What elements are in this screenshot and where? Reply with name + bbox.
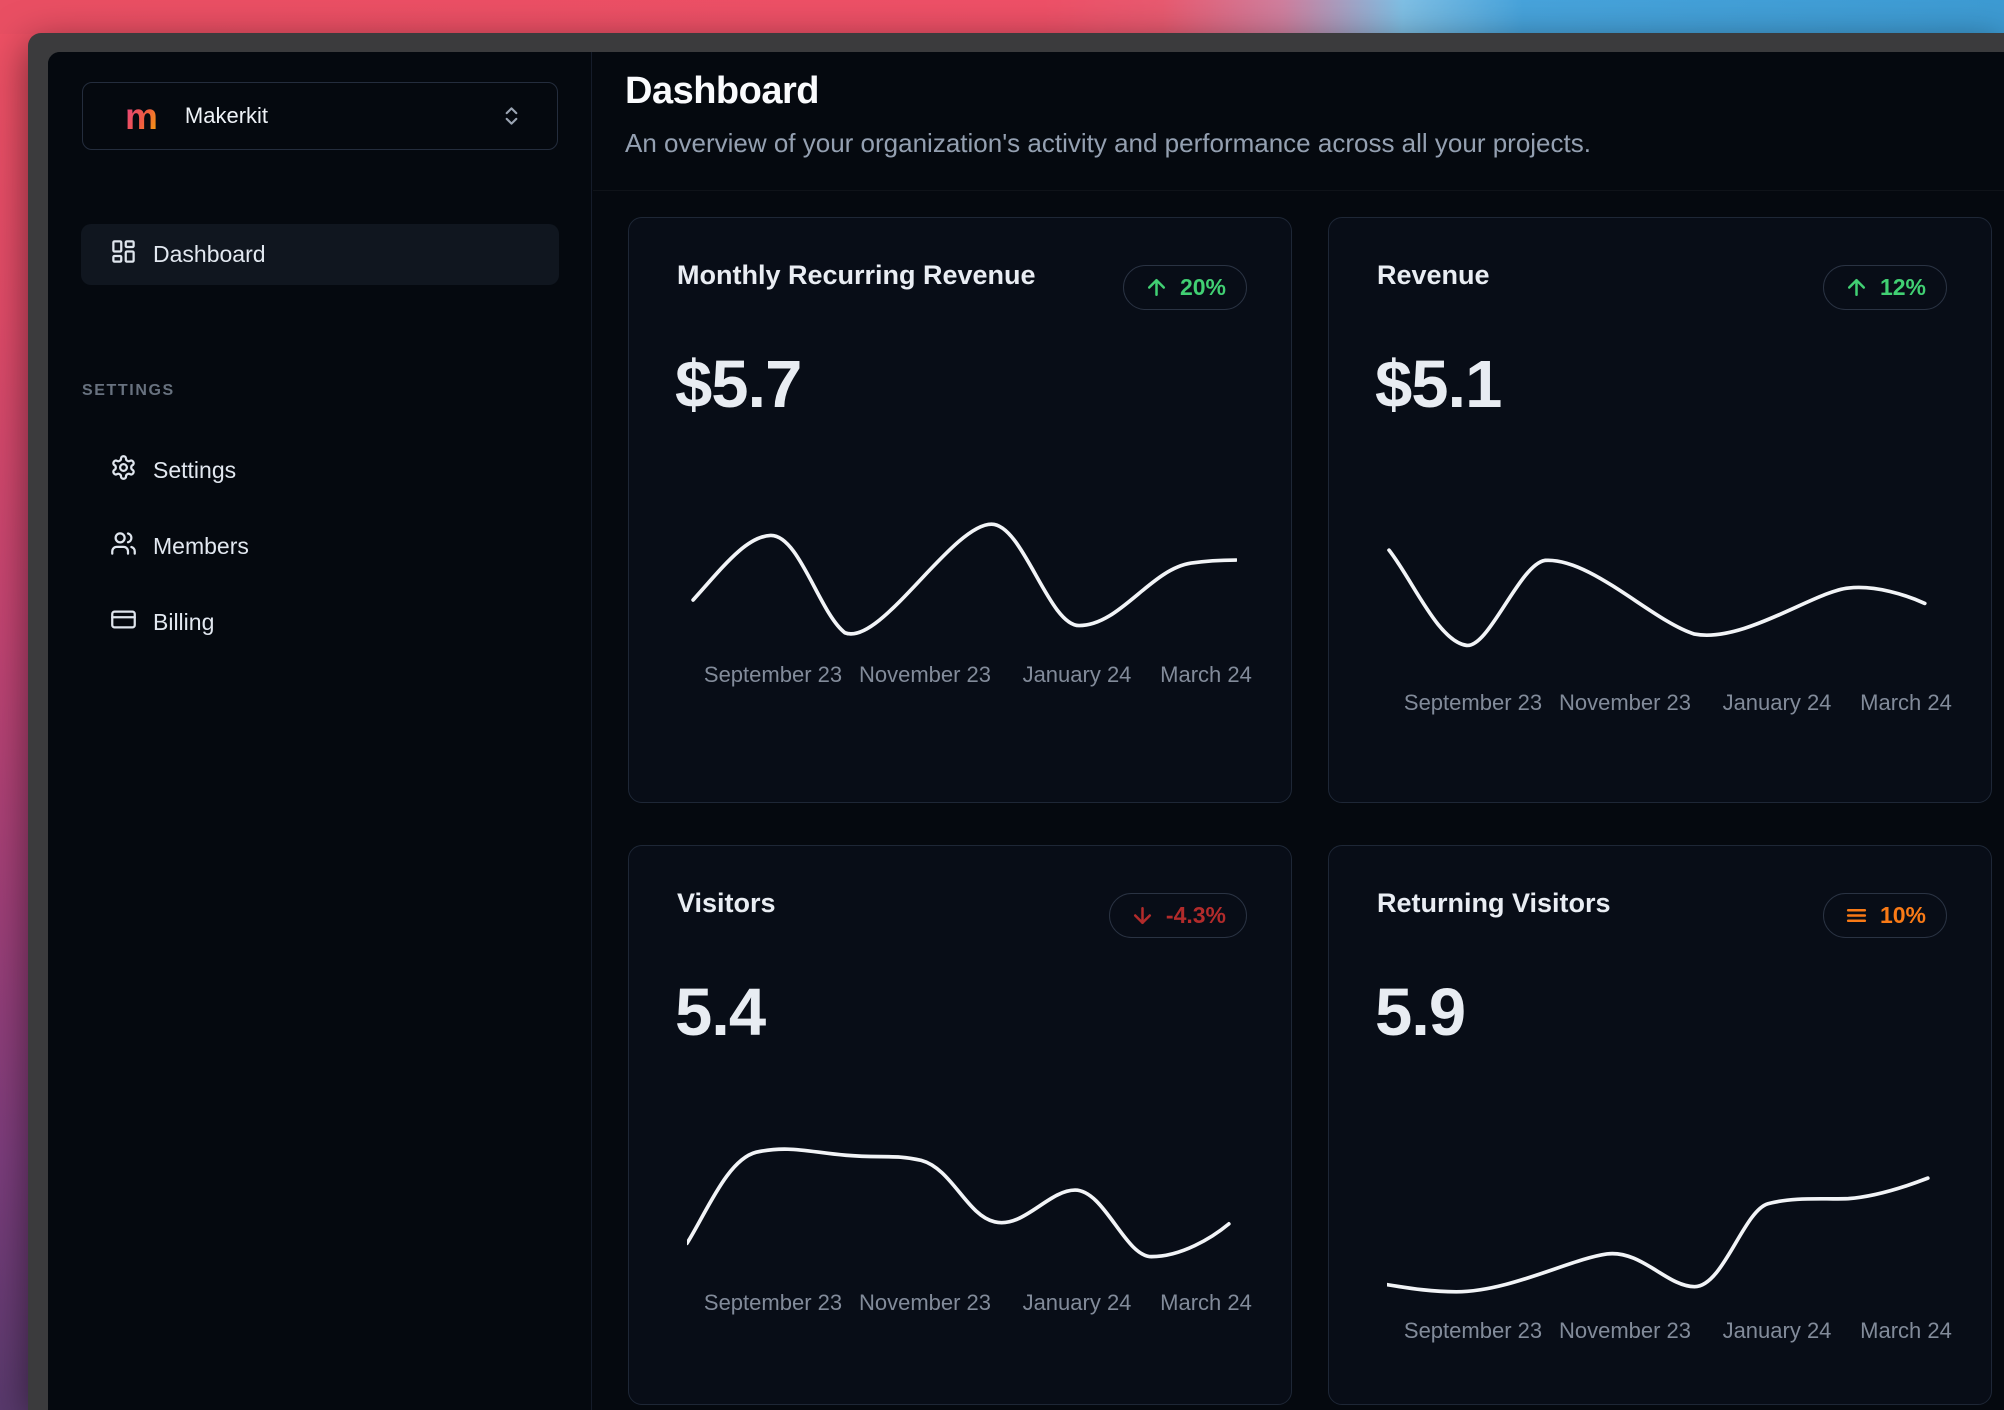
card-title: Monthly Recurring Revenue [677,260,1036,290]
users-icon [110,530,137,563]
header-divider [593,190,2004,191]
card-revenue: Revenue 12% $5.1 September 23 November 2… [1328,217,1992,803]
menu-lines-icon [1846,909,1867,922]
chart-line [1387,1176,1930,1294]
x-axis-labels: September 23 November 23 January 24 Marc… [629,662,1291,688]
x-tick: March 24 [1860,690,1952,715]
trend-badge: 12% [1822,265,1947,310]
sidebar: m Makerkit Dashboard [48,52,592,1410]
chart-line [687,1147,1231,1259]
line-chart [1387,1172,1937,1300]
x-tick: November 23 [1558,690,1692,715]
x-tick: September 23 [703,1290,843,1315]
x-axis-labels: September 23 November 23 January 24 Marc… [1329,1318,1991,1344]
x-tick: September 23 [1403,1318,1543,1343]
arrow-up-icon [1847,278,1865,297]
metric-value: 5.4 [675,975,766,1050]
x-axis-labels: September 23 November 23 January 24 Marc… [1329,690,1991,716]
x-tick: September 23 [703,662,843,687]
card-title: Visitors [677,888,776,918]
x-tick: November 23 [858,1290,992,1315]
sidebar-item-label: Billing [153,609,215,635]
x-tick: January 24 [1722,1318,1832,1343]
gear-icon [110,454,137,487]
app-content: m Makerkit Dashboard [48,52,2004,1410]
sidebar-item-members[interactable]: Members [81,516,559,577]
x-tick: March 24 [1160,1290,1252,1315]
app-window: m Makerkit Dashboard [28,33,2004,1410]
desktop-wallpaper-top [0,0,2004,34]
badge-value: 12% [1879,274,1926,300]
team-name: Makerkit [184,103,269,128]
chart-line [691,522,1237,636]
sidebar-item-billing[interactable]: Billing [81,592,559,653]
main-content: Dashboard An overview of your organizati… [593,52,2004,1410]
layout-dashboard-icon [110,238,137,271]
page-subtitle: An overview of your organization's activ… [625,128,1591,158]
badge-value: 20% [1179,274,1226,300]
sidebar-item-label: Members [153,533,249,559]
line-chart [687,1144,1237,1272]
metric-value: $5.1 [1375,347,1502,422]
card-visitors: Visitors -4.3% 5.4 September 23 November… [628,845,1292,1405]
chevrons-up-down-icon [500,103,523,129]
credit-card-icon [110,606,137,639]
x-tick: January 24 [1022,662,1132,687]
sidebar-item-label: Dashboard [153,241,266,267]
arrow-up-icon [1147,278,1165,297]
sidebar-item-dashboard[interactable]: Dashboard [81,224,559,285]
arrow-down-icon [1133,906,1151,925]
metric-value: $5.7 [675,347,802,422]
trend-badge: 20% [1122,265,1247,310]
trend-badge: 10% [1822,893,1947,938]
card-returning-visitors: Returning Visitors 10% 5.9 September 23 … [1328,845,1992,1405]
page-title: Dashboard [625,70,819,112]
card-title: Revenue [1377,260,1490,290]
x-tick: March 24 [1860,1318,1952,1343]
x-tick: November 23 [1558,1318,1692,1343]
x-tick: January 24 [1022,1290,1132,1315]
x-tick: March 24 [1160,662,1252,687]
metric-value: 5.9 [1375,975,1466,1050]
card-title: Returning Visitors [1377,888,1611,918]
x-tick: September 23 [1403,690,1543,715]
sidebar-item-settings[interactable]: Settings [81,440,559,501]
x-tick: November 23 [858,662,992,687]
badge-value: -4.3% [1165,902,1226,928]
chart-line [1387,548,1927,648]
trend-badge: -4.3% [1108,893,1247,938]
makerkit-logo: m [125,95,158,137]
x-tick: January 24 [1722,690,1832,715]
team-selector[interactable]: m Makerkit [82,82,558,150]
x-axis-labels: September 23 November 23 January 24 Marc… [629,1290,1291,1316]
line-chart [1387,544,1937,672]
line-chart [687,516,1237,644]
sidebar-item-label: Settings [153,457,237,483]
sidebar-section-label: SETTINGS [82,382,175,399]
card-monthly-recurring-revenue: Monthly Recurring Revenue 20% $5.7 Septe… [628,217,1292,803]
badge-value: 10% [1879,902,1926,928]
